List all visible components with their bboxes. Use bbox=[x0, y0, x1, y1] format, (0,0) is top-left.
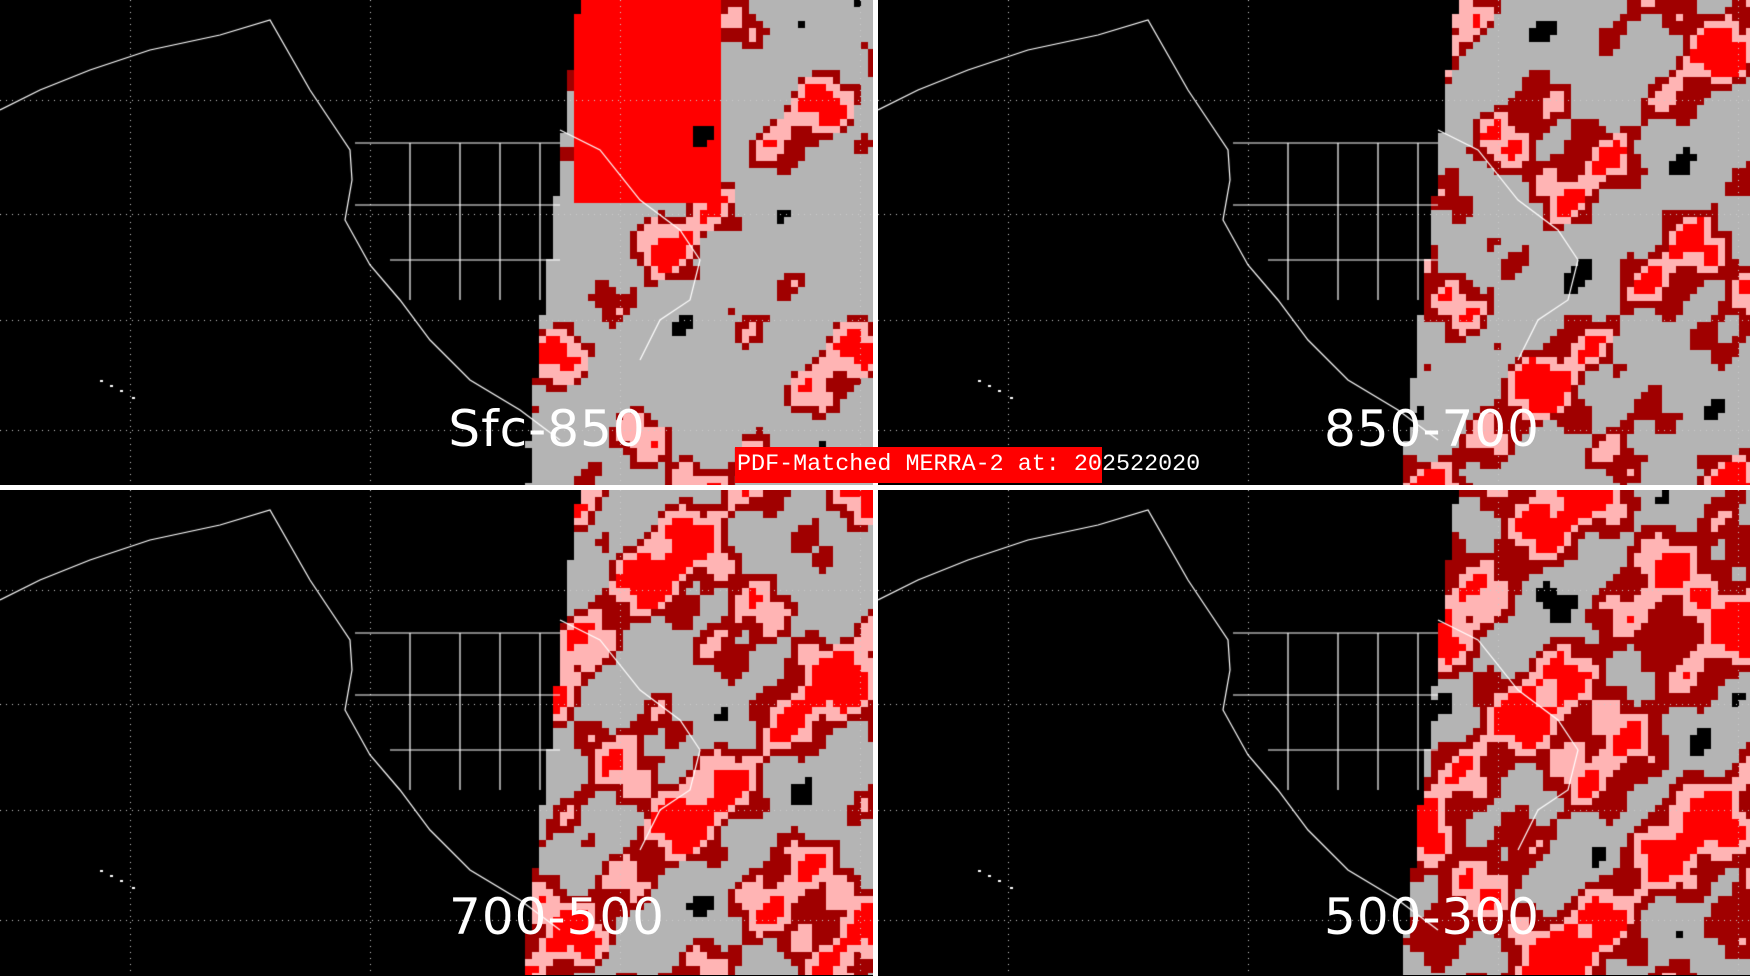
figure-title: PDF-Matched MERRA-2 at: 202522020 bbox=[737, 452, 1201, 478]
panel-label: Sfc-850 bbox=[448, 400, 646, 458]
panel-label: 500-300 bbox=[1324, 888, 1540, 946]
panel-850-700: 850-700 bbox=[878, 0, 1750, 485]
panel-700-500: 700-500 bbox=[0, 490, 873, 975]
panel-label: 700-500 bbox=[449, 888, 665, 946]
panel-label: 850-700 bbox=[1324, 400, 1540, 458]
map-canvas bbox=[878, 490, 1750, 975]
panel-sfc-850: Sfc-850 bbox=[0, 0, 873, 485]
panel-500-300: 500-300 bbox=[878, 490, 1750, 975]
map-canvas bbox=[0, 490, 873, 975]
map-canvas bbox=[878, 0, 1750, 485]
map-canvas bbox=[0, 0, 873, 485]
title-bar bbox=[735, 447, 1102, 483]
horizontal-divider bbox=[0, 485, 1750, 490]
